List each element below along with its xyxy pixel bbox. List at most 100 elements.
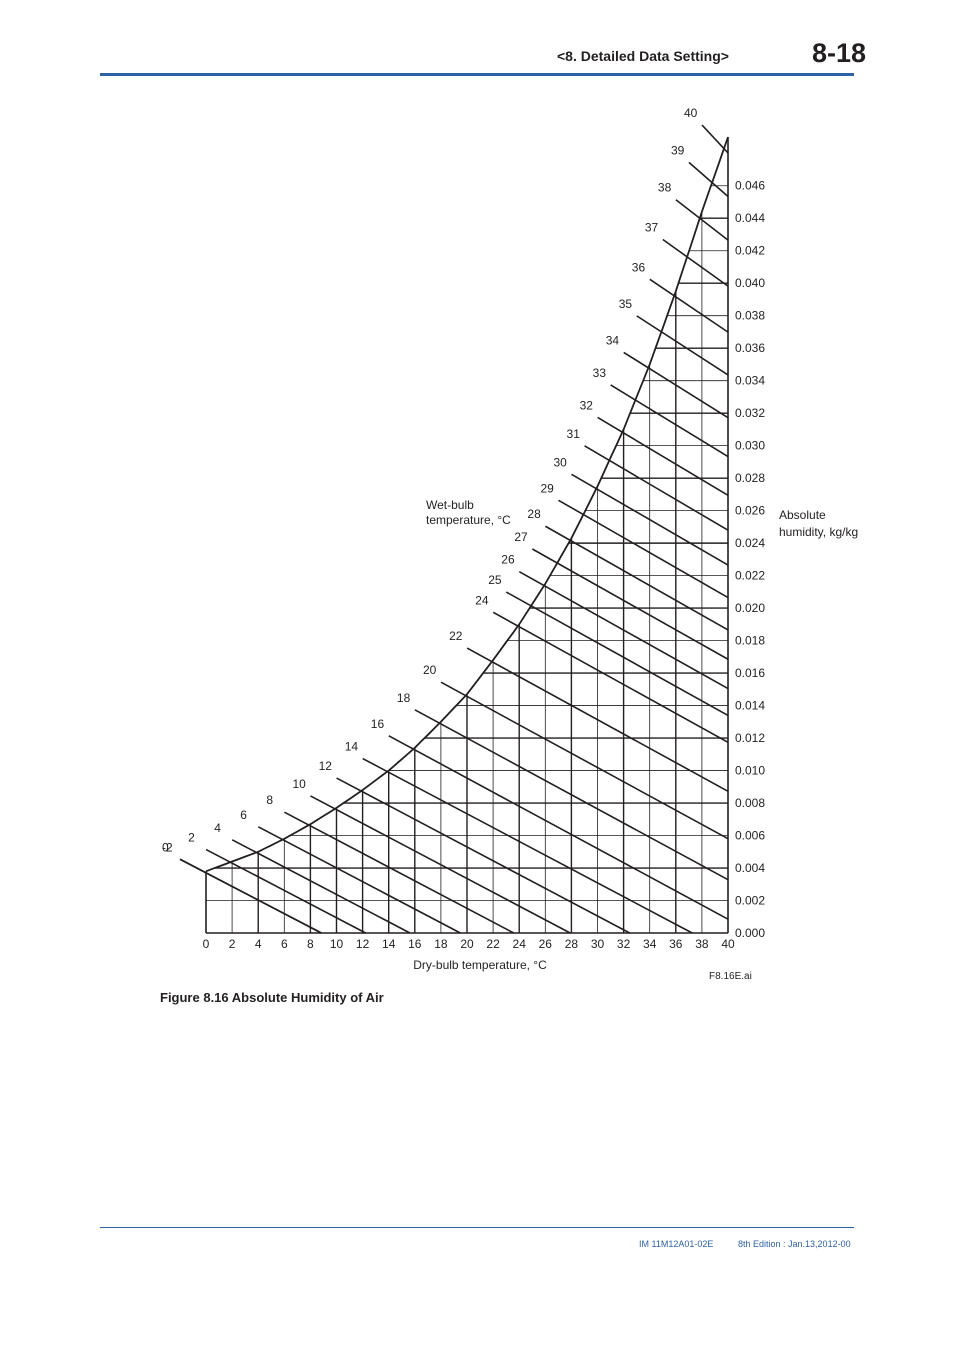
wetbulb-line <box>284 811 515 934</box>
chart-grid <box>205 137 729 934</box>
y-tick-label: 0.010 <box>735 764 765 778</box>
x-tick-label: 36 <box>669 937 683 951</box>
y-tick-label: 0.046 <box>735 179 765 193</box>
x-tick-label: 16 <box>408 937 422 951</box>
header-rule <box>100 73 854 76</box>
y-tick-label: 0.008 <box>735 796 765 810</box>
wetbulb-line <box>675 199 729 241</box>
y-tick-label: 0.028 <box>735 471 765 485</box>
wetbulb-tick-label: 24 <box>475 593 489 607</box>
y-tick-label: 0.014 <box>735 699 765 713</box>
wetbulb-line <box>531 548 729 660</box>
wetbulb-line <box>662 238 729 287</box>
wetbulb-tick-label: 27 <box>514 530 528 544</box>
wetbulb-lines <box>179 124 729 934</box>
wetbulb-line <box>558 499 729 599</box>
figure-caption: Figure 8.16 Absolute Humidity of Air <box>160 990 384 1005</box>
x-tick-label: 30 <box>591 937 605 951</box>
y-tick-label: 0.012 <box>735 731 765 745</box>
y-tick-label: 0.004 <box>735 861 765 875</box>
x-tick-label: 24 <box>513 937 527 951</box>
x-tick-label: 18 <box>434 937 448 951</box>
y-tick-label: 0.040 <box>735 276 765 290</box>
x-axis-title: Dry-bulb temperature, °C <box>413 958 547 972</box>
wetbulb-tick-label: 2 <box>188 831 195 845</box>
x-tick-label: 10 <box>330 937 344 951</box>
wetbulb-tick-label: -2 <box>162 840 173 854</box>
wetbulb-tick-label: 39 <box>671 143 685 157</box>
x-tick-label: 20 <box>460 937 474 951</box>
x-tick-label: 40 <box>721 937 735 951</box>
wetbulb-line <box>623 351 729 419</box>
y-tick-label: 0.042 <box>735 244 765 258</box>
footer-rule <box>100 1227 854 1228</box>
y-axis-title: Absolute <box>779 508 826 522</box>
wetbulb-tick-label: 22 <box>449 629 463 643</box>
x-tick-label: 6 <box>281 937 288 951</box>
wetbulb-tick-label: 32 <box>580 398 594 412</box>
wetbulb-line <box>231 839 411 934</box>
x-tick-label: 32 <box>617 937 631 951</box>
y-tick-label: 0.002 <box>735 894 765 908</box>
wetbulb-tick-label: 29 <box>540 481 554 495</box>
wetbulb-tick-label: 4 <box>214 821 221 835</box>
wetbulb-line <box>571 473 729 566</box>
wetbulb-tick-label: 16 <box>371 717 385 731</box>
wetbulb-tick-label: 34 <box>606 333 620 347</box>
x-tick-label: 4 <box>255 937 262 951</box>
y-axis-title: humidity, kg/kg <box>779 525 858 539</box>
wetbulb-tick-label: 36 <box>632 260 646 274</box>
wetbulb-tick-label: 37 <box>645 221 659 235</box>
wetbulb-line <box>336 777 631 934</box>
wetbulb-line <box>179 858 322 934</box>
wetbulb-line <box>440 681 729 840</box>
wetbulb-line <box>649 278 729 333</box>
y-tick-label: 0.044 <box>735 211 765 225</box>
wetbulb-tick-label: 6 <box>240 808 247 822</box>
wetbulb-line <box>492 611 729 743</box>
wetbulb-tick-label: 25 <box>488 573 502 587</box>
header-section-title: <8. Detailed Data Setting> <box>557 48 729 64</box>
y-tick-label: 0.000 <box>735 926 765 940</box>
wetbulb-tick-label: 26 <box>501 553 515 567</box>
wetbulb-title: temperature, °C <box>426 513 511 527</box>
x-tick-label: 26 <box>539 937 553 951</box>
wetbulb-line <box>688 161 729 198</box>
wetbulb-tick-label: 31 <box>567 427 581 441</box>
wetbulb-line <box>466 647 729 792</box>
chart-labels: -202468101214161820222425262728293031323… <box>162 106 858 972</box>
x-tick-label: 14 <box>382 937 396 951</box>
wetbulb-line <box>388 735 729 920</box>
y-tick-label: 0.030 <box>735 439 765 453</box>
wetbulb-tick-label: 8 <box>266 793 273 807</box>
wetbulb-line <box>610 384 729 458</box>
y-tick-label: 0.016 <box>735 666 765 680</box>
y-tick-label: 0.038 <box>735 309 765 323</box>
y-tick-label: 0.034 <box>735 374 765 388</box>
wetbulb-line <box>257 826 461 934</box>
wetbulb-tick-label: 14 <box>345 740 359 754</box>
footer-document-id: IM 11M12A01-02E <box>639 1239 714 1249</box>
wetbulb-tick-label: 12 <box>319 759 333 773</box>
page-number: 8-18 <box>812 38 867 68</box>
wetbulb-tick-label: 40 <box>684 106 698 120</box>
footer-edition: 8th Edition : Jan.13,2012-00 <box>738 1239 851 1249</box>
wetbulb-line <box>518 571 729 690</box>
wetbulb-tick-label: 30 <box>554 455 568 469</box>
wetbulb-tick-label: 35 <box>619 297 633 311</box>
wetbulb-line <box>505 591 729 717</box>
humidity-chart: -202468101214161820222425262728293031323… <box>162 106 858 982</box>
wetbulb-line <box>310 795 571 934</box>
wetbulb-line <box>584 445 729 531</box>
x-tick-label: 28 <box>565 937 579 951</box>
x-tick-label: 38 <box>695 937 709 951</box>
y-tick-label: 0.024 <box>735 536 765 550</box>
y-tick-label: 0.020 <box>735 601 765 615</box>
wetbulb-line <box>545 525 729 631</box>
wetbulb-tick-label: 38 <box>658 181 672 195</box>
x-tick-label: 2 <box>229 937 236 951</box>
saturation-curve-layer <box>205 136 729 873</box>
wetbulb-line <box>597 416 729 497</box>
wetbulb-tick-label: 33 <box>593 366 607 380</box>
wetbulb-line <box>636 315 729 376</box>
